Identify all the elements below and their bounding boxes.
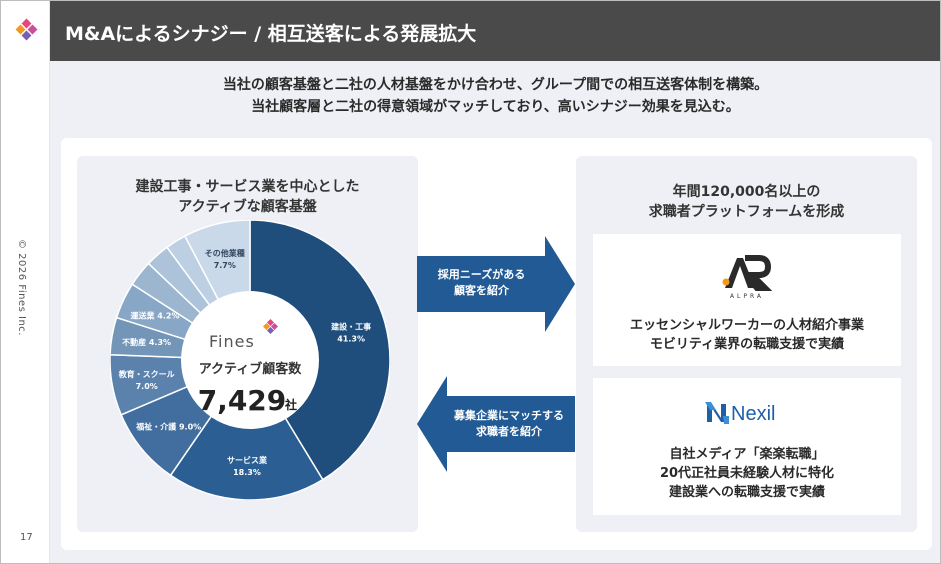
active-customers-value: 7,429 [198, 384, 287, 417]
pie-slice-label: 不動産 4.3% [122, 337, 171, 347]
nexil-description-line-2: 20代正社員未経験人材に特化 [659, 466, 835, 481]
pie-slice-label: 建設・工事 [330, 322, 371, 332]
platform-heading: 年間120,000名以上の 求職者プラットフォームを形成 [576, 182, 917, 222]
arrow-right-label: 採用ニーズがある 顧客を紹介 [419, 267, 544, 299]
pie-slice-label: サービス業 [227, 455, 268, 465]
title-bar: M&Aによるシナジー / 相互送客による発展拡大 [50, 1, 940, 61]
nexil-description: 自社メディア「楽楽転職」 20代正社員未経験人材に特化 建設業への転職支援で実績 [593, 445, 901, 502]
arrow-right-line-1: 採用ニーズがある [437, 268, 526, 281]
pie-slice-value: 7.7% [214, 261, 236, 270]
alpra-logo-letters: ALPRA [730, 293, 764, 300]
arrow-right-line-2: 顧客を紹介 [454, 284, 509, 297]
pie-labels: 建設・工事 41.3% サービス業 18.3% 福祉・介護 9.0% 教育・スクール 7.0… [118, 248, 371, 477]
platform-heading-line-2: 求職者プラットフォームを形成 [648, 204, 845, 220]
intro-line-1: 当社の顧客基盤と二社の人材基盤をかけ合わせ、グループ間での相互送客体制を構築。 [222, 77, 769, 93]
active-customers-label: アクティブ顧客数 [199, 361, 303, 377]
nexil-description-line-3: 建設業への転職支援で実績 [668, 485, 825, 500]
pie-slice-value: 18.3% [233, 468, 261, 477]
pie-center-hole [181, 291, 319, 429]
platform-heading-line-1: 年間120,000名以上の [672, 184, 821, 200]
nexil-logo-text: Nexil [731, 403, 776, 425]
page-title: M&Aによるシナジー / 相互送客による発展拡大 [65, 23, 477, 45]
arrow-left-line-2: 求職者を紹介 [476, 425, 542, 438]
sidebar-divider [49, 1, 50, 563]
pie-slice-label: 運送業 4.2% [131, 310, 180, 320]
pie-slice-label: その他業種 [205, 248, 245, 258]
pie-slice-label: 福祉・介護 9.0% [135, 421, 201, 431]
nexil-logo-icon [705, 402, 729, 424]
arrow-left-line-1: 募集企業にマッチする [454, 409, 564, 422]
alpra-company-box: ALPRA エッセンシャルワーカーの人材紹介事業 モビリティ業界の転職支援で実績 [593, 234, 901, 366]
fines-logo-icon [15, 18, 38, 41]
pie-slice-value: 7.0% [136, 382, 158, 391]
pie-slice-label: 教育・スクール [118, 369, 175, 379]
active-customers-unit: 社 [284, 397, 297, 412]
page-number: 17 [20, 532, 33, 543]
pie-slice [169, 358, 324, 500]
customer-base-heading-line-2: アクティブな顧客基盤 [178, 199, 317, 215]
nexil-description-line-1: 自社メディア「楽楽転職」 [669, 447, 825, 462]
arrow-to-left [417, 376, 575, 472]
industry-pie-chart: 建設・工事 41.3% サービス業 18.3% 福祉・介護 9.0% 教育・スクール 7.0… [110, 220, 390, 500]
intro-text: 当社の顧客基盤と二社の人材基盤をかけ合わせ、グループ間での相互送客体制を構築。 … [50, 74, 940, 118]
center-logo-icon [262, 318, 279, 335]
pie-slice-value: 41.3% [337, 335, 365, 344]
intro-line-2: 当社顧客層と二社の得意領域がマッチしており、高いシナジー効果を見込む。 [251, 99, 740, 115]
customer-base-heading-line-1: 建設工事・サービス業を中心とした [135, 179, 360, 195]
alpra-description-line-1: エッセンシャルワーカーの人材紹介事業 [629, 318, 864, 333]
alpra-description-line-2: モビリティ業界の転職支援で実績 [649, 337, 845, 352]
alpra-description: エッセンシャルワーカーの人材紹介事業 モビリティ業界の転職支援で実績 [593, 316, 901, 354]
center-logo-text: Fines [209, 332, 255, 351]
customer-base-heading: 建設工事・サービス業を中心とした アクティブな顧客基盤 [77, 177, 418, 217]
arrow-left-label: 募集企業にマッチする 求職者を紹介 [444, 408, 574, 440]
nexil-company-box: Nexil 自社メディア「楽楽転職」 20代正社員未経験人材に特化 建設業への転… [593, 378, 901, 515]
arrow-to-right [417, 236, 575, 332]
copyright-text: © 2026 Fines Inc. [16, 239, 27, 336]
pie-slices [110, 220, 390, 500]
alpra-logo-icon: ALPRA [722, 255, 773, 300]
center-logo: Fines [209, 318, 279, 351]
